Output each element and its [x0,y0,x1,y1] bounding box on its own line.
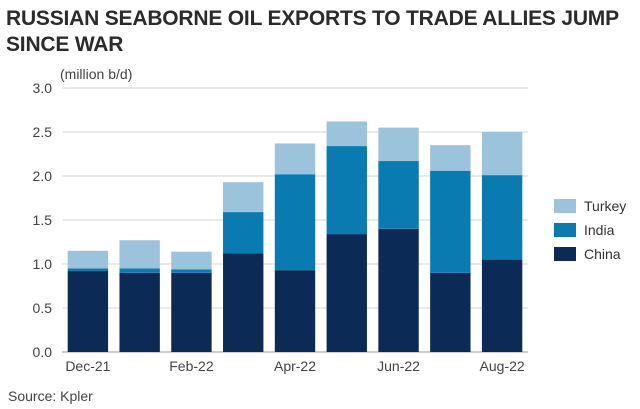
bar-china-jun-22 [378,228,419,352]
bar-india-dec-21 [67,268,109,272]
y-tick-label: 2.0 [33,168,53,184]
legend-swatch-turkey [554,199,576,213]
bar-china-mar-22 [223,253,264,352]
bar-turkey-mar-22 [223,182,264,213]
legend-label-india: India [584,222,615,238]
bar-china-feb-22 [171,272,212,352]
source-note: Source: Kpler [8,388,93,404]
bar-india-may-22 [326,146,367,235]
y-tick-label: 3.0 [33,80,53,96]
bar-china-aug-22 [481,259,523,352]
bar-india-mar-22 [223,212,264,254]
chart-title: RUSSIAN SEABORNE OIL EXPORTS TO TRADE AL… [6,7,619,56]
x-tick-label: Dec-21 [65,358,110,374]
bar-india-jul-22 [430,170,471,273]
bar-turkey-may-22 [326,121,367,147]
bar-china-may-22 [326,234,367,352]
bar-china-jul-22 [430,272,471,352]
bar-china-dec-21 [67,271,109,352]
bar-india-aug-22 [481,175,523,260]
bar-india-feb-22 [171,269,212,273]
legend-label-turkey: Turkey [584,198,626,214]
bar-china-apr-22 [274,270,316,352]
y-tick-label: 1.0 [33,256,53,272]
bar-turkey-jun-22 [378,127,419,162]
legend: Turkey India China [554,198,626,262]
y-axis-ticks: 0.0 0.5 1.0 1.5 2.0 2.5 3.0 [33,80,53,360]
legend-swatch-china [554,247,576,261]
bar-turkey-dec-21 [67,250,109,269]
bar-china-jan-22 [119,272,160,352]
bar-india-jan-22 [119,268,160,273]
y-tick-label: 1.5 [33,212,53,228]
x-axis-ticks: Dec-21 Feb-22 Apr-22 Jun-22 Aug-22 [65,358,525,374]
legend-swatch-india [554,223,576,237]
bar-turkey-apr-22 [274,143,316,175]
y-tick-label: 2.5 [33,124,53,140]
x-tick-label: Aug-22 [480,358,525,374]
legend-label-china: China [584,246,621,262]
bar-turkey-jul-22 [430,145,471,171]
x-tick-label: Apr-22 [274,358,316,374]
bar-turkey-feb-22 [171,251,212,270]
y-tick-label: 0.5 [33,300,53,316]
bar-turkey-jan-22 [119,240,160,269]
x-tick-label: Feb-22 [169,358,214,374]
bars [67,121,523,352]
y-axis-unit-label: (million b/d) [60,66,133,82]
bar-turkey-aug-22 [481,132,523,176]
bar-india-apr-22 [274,174,316,271]
x-tick-label: Jun-22 [377,358,420,374]
bar-india-jun-22 [378,161,419,229]
y-tick-label: 0.0 [33,344,53,360]
